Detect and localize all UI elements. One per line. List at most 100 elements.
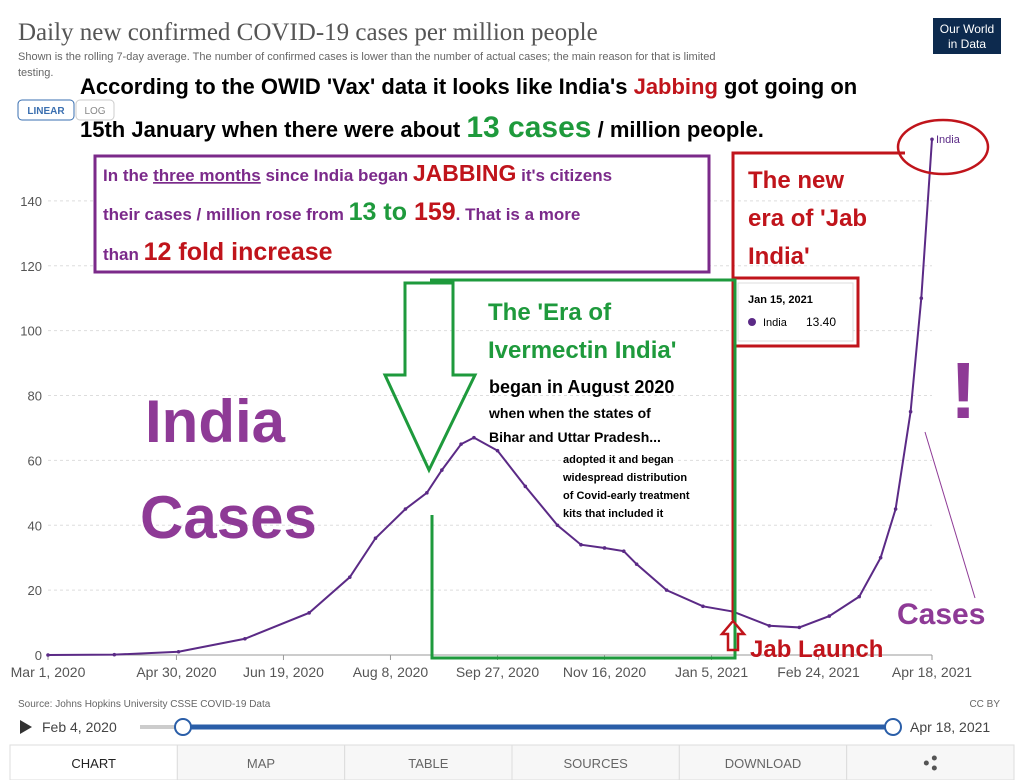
big-label: Cases — [140, 484, 317, 551]
point — [440, 468, 444, 472]
timeline-end: Apr 18, 2021 — [910, 719, 990, 735]
point — [243, 636, 247, 641]
play-button[interactable] — [20, 720, 32, 734]
point — [523, 484, 528, 489]
text: 15th January when there were about — [80, 117, 466, 142]
point — [930, 137, 934, 142]
text: 13 cases — [466, 111, 591, 144]
tab[interactable] — [511, 744, 680, 780]
tab-label: TABLE — [408, 756, 449, 771]
tooltip-frame — [731, 276, 860, 348]
point — [112, 652, 117, 657]
point — [919, 296, 924, 300]
point — [893, 507, 898, 511]
point — [555, 523, 560, 528]
y-tick-label: 100 — [20, 324, 42, 339]
headline: According to the OWID 'Vax' data it look… — [80, 74, 857, 99]
tooltip-date: Jan 15, 2021 — [748, 294, 813, 306]
x-tick-label: Aug 8, 2020 — [353, 664, 429, 680]
text: 12 fold increase — [144, 238, 333, 266]
text: In the — [103, 166, 153, 185]
tab-label: SOURCES — [564, 756, 629, 771]
y-tick-label: 60 — [28, 453, 42, 468]
point — [373, 536, 378, 541]
point — [307, 611, 311, 615]
text: got going on — [718, 74, 857, 99]
plot: 0 20 40 60 80 100 120 140 Mar 1, 2020 Apr 30, 202… — [11, 134, 973, 680]
logo-text: in Data — [948, 37, 986, 51]
share-icon — [923, 760, 929, 766]
tooltip-value: 13.40 — [806, 315, 836, 329]
annotation: kits that included it — [563, 508, 664, 520]
annotation: Ivermectin India' — [488, 337, 676, 364]
text: / million people. — [591, 117, 763, 142]
y-tick-label: 80 — [28, 389, 42, 404]
text: since India began — [261, 166, 413, 185]
scale-button[interactable] — [75, 99, 115, 121]
point — [767, 624, 772, 628]
series-label: India — [936, 134, 961, 146]
annotation: of Covid-early treatment — [563, 490, 690, 502]
annotation: when when the states of — [488, 405, 651, 421]
point — [857, 594, 862, 599]
annotation: adopted it and began — [563, 454, 674, 466]
scale-button[interactable] — [17, 99, 75, 121]
text: 13 to — [349, 198, 414, 226]
tab[interactable] — [846, 744, 1015, 780]
point — [472, 435, 476, 440]
cases-label: Cases — [897, 598, 985, 631]
y-tick-label: 0 — [35, 648, 42, 663]
source: Source: Johns Hopkins University CSSE CO… — [18, 699, 271, 710]
x-tick-label: Feb 24, 2021 — [777, 664, 860, 680]
subtitle: Shown is the rolling 7-day average. The … — [18, 51, 715, 63]
point — [579, 542, 583, 547]
text: it's citizens — [516, 166, 612, 185]
point — [425, 491, 429, 495]
point — [495, 448, 500, 453]
x-tick-label: Apr 18, 2021 — [892, 664, 972, 680]
note: In the three months since India began JA… — [103, 160, 612, 186]
share-icon — [931, 755, 937, 761]
text: . That is a more — [456, 205, 581, 224]
text: Jabbing — [634, 74, 718, 99]
tab[interactable] — [176, 744, 346, 780]
annotation: began in August 2020 — [489, 377, 674, 397]
tab[interactable] — [344, 744, 513, 780]
text: According to the OWID 'Vax' data it look… — [80, 74, 634, 99]
x-tick-label: Mar 1, 2020 — [11, 664, 86, 680]
note: than 12 fold increase — [103, 238, 333, 266]
green-box — [430, 278, 737, 660]
point — [459, 442, 463, 446]
x-tick-label: Nov 16, 2020 — [563, 664, 646, 680]
share-icon — [931, 765, 937, 771]
chart-title: Daily new confirmed COVID-19 cases per m… — [18, 19, 598, 46]
timeline-handle[interactable] — [884, 718, 902, 736]
x-tick-label: Jan 5, 2021 — [675, 664, 748, 680]
point — [621, 549, 626, 553]
point — [176, 649, 181, 654]
text: their cases / million rose from — [103, 205, 349, 224]
timeline-handle[interactable] — [174, 718, 192, 736]
circle — [896, 118, 990, 176]
pointer — [924, 431, 976, 599]
scale-button-label: LINEAR — [27, 106, 65, 117]
y-tick-label: 40 — [28, 518, 42, 533]
text: 159 — [414, 198, 456, 226]
point — [797, 625, 802, 630]
text: JABBING — [413, 160, 517, 186]
tab[interactable] — [678, 744, 848, 780]
license: CC BY — [969, 699, 1000, 710]
annotation: The 'Era of — [488, 299, 612, 326]
point — [701, 604, 705, 609]
logo[interactable] — [933, 18, 1001, 54]
annotation: era of 'Jab — [748, 205, 867, 232]
point — [664, 588, 669, 592]
subtitle: testing. — [18, 67, 53, 79]
logo-text: Our World — [940, 22, 994, 36]
note-box — [93, 154, 711, 274]
tab-label: CHART — [71, 756, 116, 771]
up-arrow — [719, 619, 747, 652]
note: their cases / million rose from 13 to 15… — [103, 198, 580, 226]
scale-button-label: LOG — [84, 106, 105, 117]
red-line — [731, 151, 905, 620]
